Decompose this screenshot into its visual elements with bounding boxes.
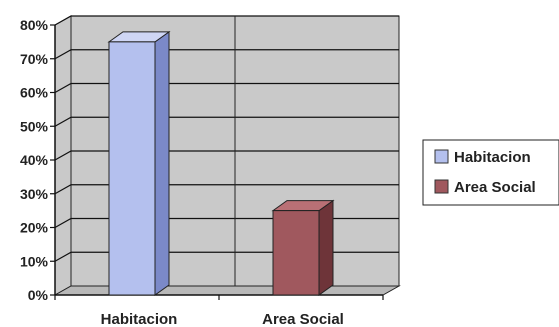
floor	[53, 285, 401, 296]
bars	[107, 30, 335, 296]
bar-side-habitacion	[154, 30, 170, 296]
y-tick-label-50: 50%	[20, 118, 49, 134]
gridline-80	[54, 15, 399, 26]
y-axis-ticks: 0% 10% 20% 30% 40% 50% 60% 70% 80%	[20, 17, 55, 303]
bar-front-area-social	[272, 210, 320, 296]
x-category-label-habitacion: Habitacion	[101, 311, 178, 327]
gridline-50	[54, 116, 399, 127]
gridlines	[54, 15, 399, 286]
gridline-70	[54, 49, 399, 60]
x-category-label-area-social: Area Social	[262, 311, 344, 327]
y-tick-label-20: 20%	[20, 220, 49, 236]
y-tick-label-60: 60%	[20, 85, 49, 101]
x-axis-categories: Habitacion Area Social	[101, 311, 344, 327]
y-tick-label-70: 70%	[20, 51, 49, 67]
plot-walls	[53, 15, 401, 296]
bar-habitacion	[107, 30, 171, 296]
y-tick-label-10: 10%	[20, 253, 49, 269]
bar-area-social	[271, 199, 335, 296]
legend-swatch-habitacion	[434, 149, 449, 164]
gridline-40	[54, 150, 399, 161]
legend-label-area-social: Area Social	[454, 179, 536, 196]
bar-front-habitacion	[108, 41, 156, 296]
y-tick-label-80: 80%	[20, 17, 49, 33]
y-tick-label-0: 0%	[28, 287, 49, 303]
legend: Habitacion Area Social	[422, 139, 559, 206]
bar-side-area-social	[318, 199, 334, 296]
legend-swatch-area-social	[434, 179, 449, 194]
y-tick-label-40: 40%	[20, 152, 49, 168]
gridline-60	[54, 82, 399, 94]
legend-label-habitacion: Habitacion	[454, 149, 531, 166]
gridline-30	[54, 184, 399, 195]
y-tick-label-30: 30%	[20, 186, 49, 202]
